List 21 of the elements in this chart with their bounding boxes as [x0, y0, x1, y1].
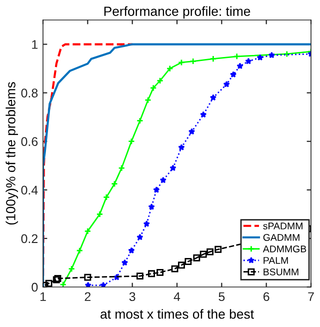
legend-label: sPADMM: [263, 222, 302, 230]
legend-label: PALM: [264, 257, 288, 264]
legend-label: BSUMM: [264, 268, 298, 276]
chart-title: Performance profile: time: [104, 6, 250, 19]
y-tick-label: 0.8: [21, 88, 38, 98]
y-tick-label: 0.6: [21, 137, 38, 146]
legend-label: ADMMGB: [262, 245, 306, 252]
x-tick-label: 6: [263, 292, 270, 302]
legend-label: GADMM: [263, 234, 300, 241]
x-axis-title: at most x times of the best: [100, 309, 254, 319]
y-tick-label: 0.2: [21, 234, 38, 244]
y-axis-title: (100y)% of the problems: [6, 82, 18, 225]
x-tick-label: 1: [40, 292, 46, 301]
x-tick-label: 5: [218, 292, 225, 302]
y-tick-label: 0.4: [21, 186, 38, 195]
y-tick-label: 0: [32, 282, 38, 292]
x-tick-label: 3: [129, 292, 136, 302]
x-tick-label: 2: [84, 292, 91, 301]
x-tick-label: 4: [174, 292, 180, 301]
x-tick-label: 7: [308, 292, 314, 301]
y-tick-label: 1: [32, 40, 38, 49]
